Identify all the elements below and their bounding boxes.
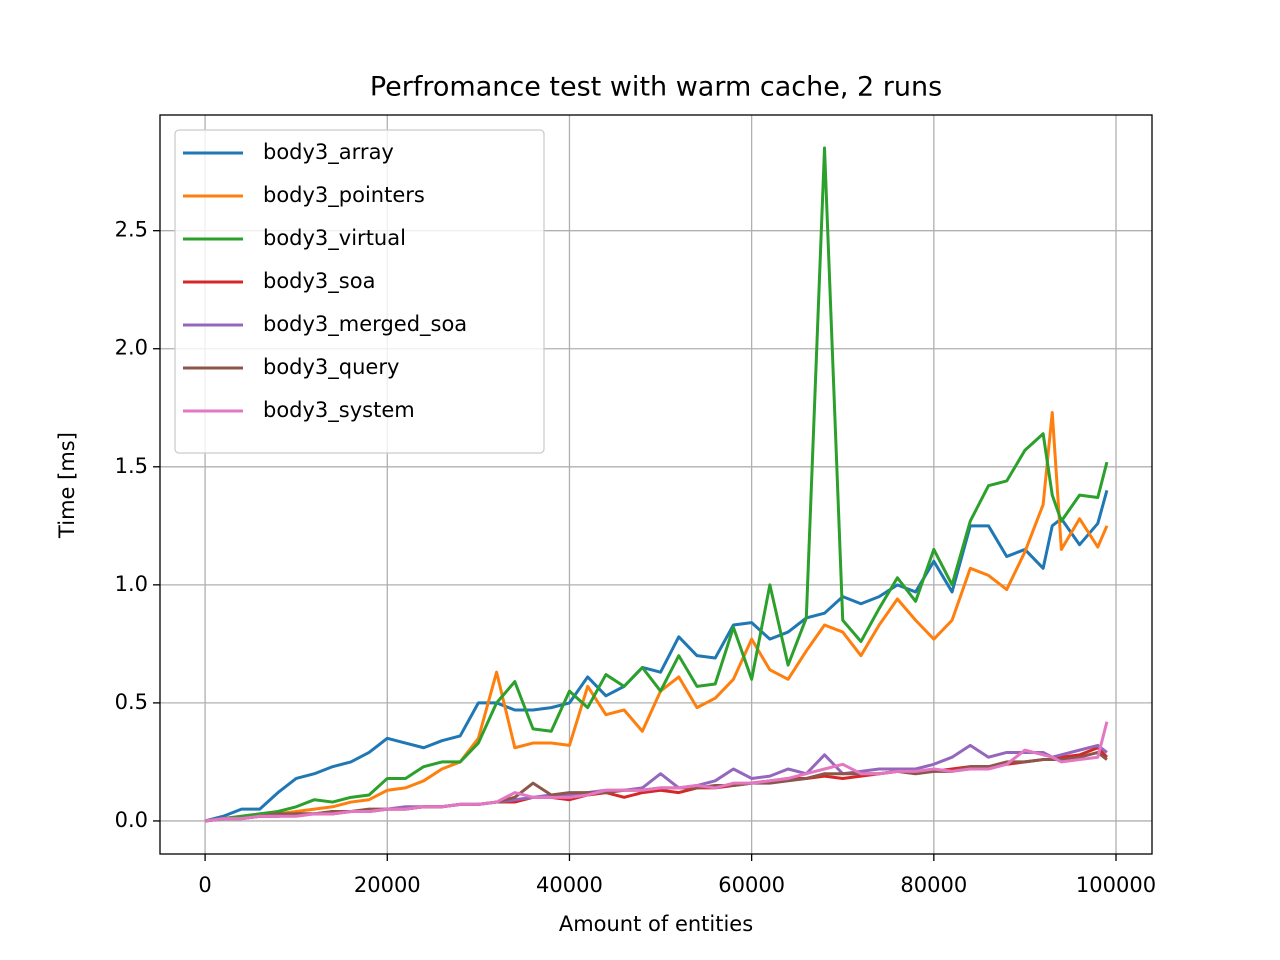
series-line	[204, 146, 1109, 823]
x-tick-label: 40000	[536, 873, 603, 897]
chart-title: Perfromance test with warm cache, 2 runs	[370, 72, 942, 103]
y-tick-label: 0.0	[115, 808, 148, 832]
x-tick-label: 60000	[718, 873, 785, 897]
x-tick-label: 80000	[900, 873, 967, 897]
series-line	[204, 750, 1108, 823]
x-tick-label: 20000	[354, 873, 421, 897]
y-tick-label: 0.5	[115, 690, 148, 714]
legend-label: body3_array	[263, 140, 394, 165]
y-tick-label: 2.0	[115, 336, 148, 360]
legend-label: body3_query	[263, 355, 399, 380]
y-tick-label: 2.5	[115, 218, 148, 242]
y-tick-label: 1.0	[115, 572, 148, 596]
series-line	[204, 721, 1109, 823]
legend-label: body3_merged_soa	[263, 312, 467, 337]
x-tick-label: 100000	[1076, 873, 1156, 897]
series-line	[204, 746, 1108, 823]
legend-label: body3_pointers	[263, 183, 425, 208]
y-axis-label: Time [ms]	[55, 432, 79, 539]
legend-label: body3_soa	[263, 269, 375, 294]
series-line	[204, 490, 1109, 823]
series-line	[204, 743, 1108, 823]
legend-box	[174, 129, 545, 454]
legend-label: body3_system	[263, 398, 415, 423]
x-axis-label: Amount of entities	[559, 912, 753, 936]
legend-label: body3_virtual	[263, 226, 406, 251]
x-tick-label: 0	[198, 873, 211, 897]
y-tick-label: 1.5	[115, 454, 148, 478]
plot-frame	[159, 114, 1153, 855]
series-line	[204, 410, 1109, 823]
